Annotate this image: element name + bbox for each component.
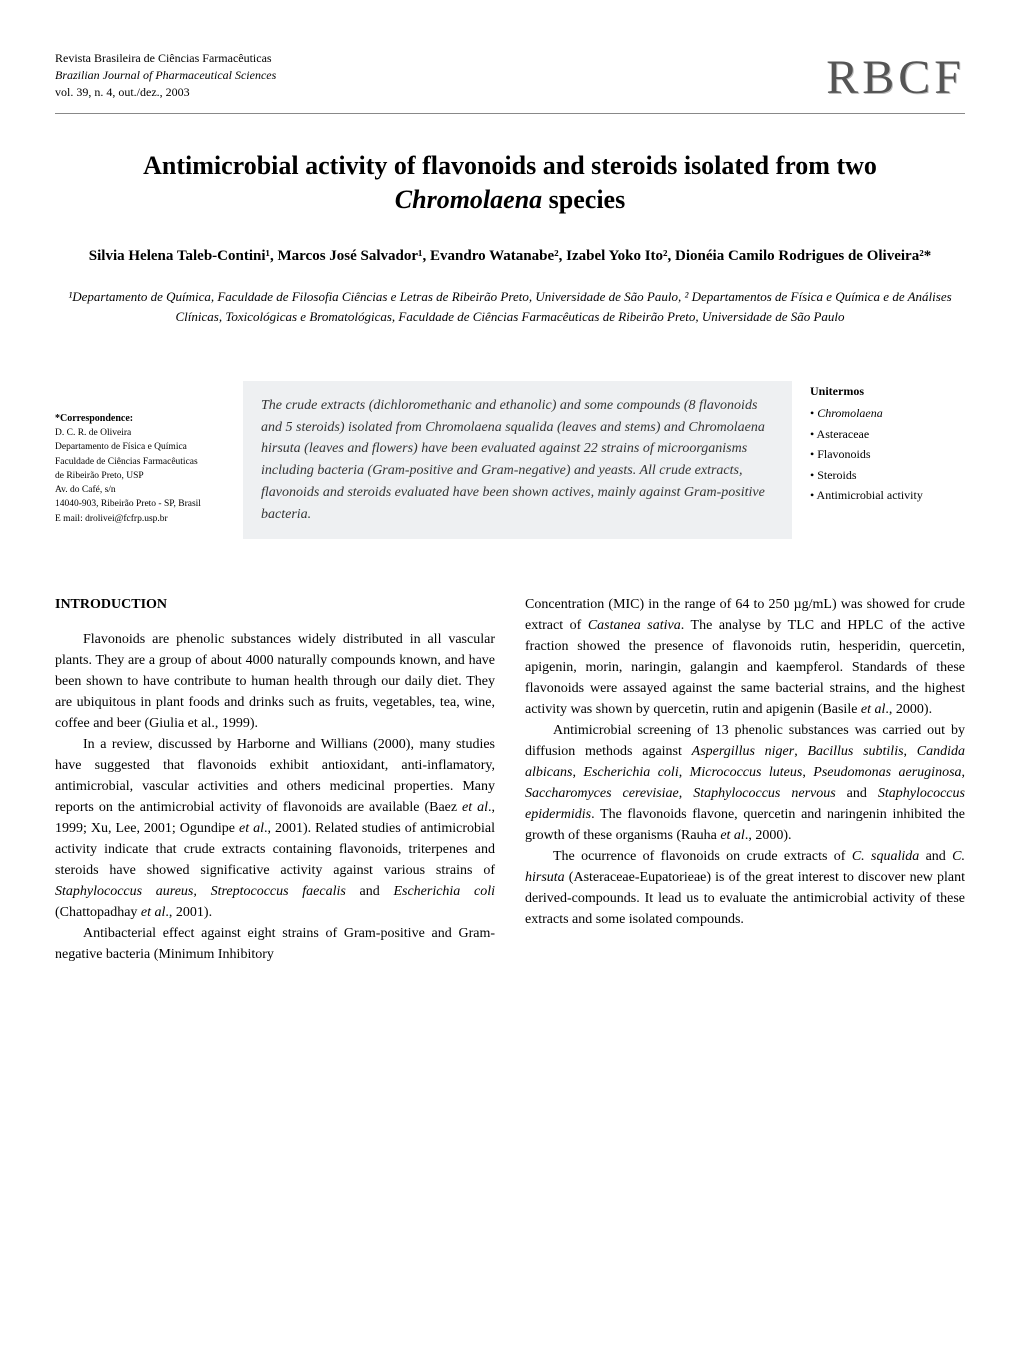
paragraph: In a review, discussed by Harborne and W… <box>55 734 495 923</box>
corr-univ: de Ribeirão Preto, USP <box>55 469 225 483</box>
corr-city: 14040-903, Ribeirão Preto - SP, Brasil <box>55 497 225 511</box>
keyword-item: • Steroids <box>810 465 965 485</box>
corr-dept: Departamento de Física e Química <box>55 440 225 454</box>
keyword-item: • Flavonoids <box>810 444 965 464</box>
paragraph: Antibacterial effect against eight strai… <box>55 923 495 965</box>
abstract-section: *Correspondence: D. C. R. de Oliveira De… <box>55 381 965 539</box>
correspondence-label: *Correspondence: <box>55 411 225 426</box>
paragraph: Antimicrobial screening of 13 phenolic s… <box>525 720 965 846</box>
paragraph: Concentration (MIC) in the range of 64 t… <box>525 594 965 720</box>
keyword-item: • Antimicrobial activity <box>810 485 965 505</box>
left-column: INTRODUCTION Flavonoids are phenolic sub… <box>55 594 495 965</box>
abstract-text: The crude extracts (dichloromethanic and… <box>243 381 792 539</box>
journal-info: Revista Brasileira de Ciências Farmacêut… <box>55 50 276 100</box>
page-header: Revista Brasileira de Ciências Farmacêut… <box>55 50 965 114</box>
paragraph: Flavonoids are phenolic substances widel… <box>55 629 495 734</box>
body-columns: INTRODUCTION Flavonoids are phenolic sub… <box>55 594 965 965</box>
corr-name: D. C. R. de Oliveira <box>55 426 225 440</box>
article-title: Antimicrobial activity of flavonoids and… <box>55 149 965 217</box>
authors: Silvia Helena Taleb-Contini¹, Marcos Jos… <box>55 245 965 268</box>
keyword-item: • Asteraceae <box>810 424 965 444</box>
right-column: Concentration (MIC) in the range of 64 t… <box>525 594 965 965</box>
affiliations: ¹Departamento de Química, Faculdade de F… <box>55 287 965 326</box>
keywords-label: Unitermos <box>810 381 965 401</box>
correspondence-block: *Correspondence: D. C. R. de Oliveira De… <box>55 381 225 526</box>
journal-name-pt: Revista Brasileira de Ciências Farmacêut… <box>55 50 276 67</box>
corr-faculty: Faculdade de Ciências Farmacêuticas <box>55 455 225 469</box>
keywords-block: Unitermos • Chromolaena • Asteraceae • F… <box>810 381 965 505</box>
corr-email: E mail: drolivei@fcfrp.usp.br <box>55 512 225 526</box>
keyword-item: • Chromolaena <box>810 403 965 423</box>
section-heading: INTRODUCTION <box>55 594 495 615</box>
title-line1: Antimicrobial activity of flavonoids and… <box>143 151 877 180</box>
paragraph: The ocurrence of flavonoids on crude ext… <box>525 846 965 930</box>
journal-name-en: Brazilian Journal of Pharmaceutical Scie… <box>55 67 276 84</box>
title-rest: species <box>542 185 625 214</box>
title-genus: Chromolaena <box>395 185 542 214</box>
journal-volume: vol. 39, n. 4, out./dez., 2003 <box>55 84 276 101</box>
corr-street: Av. do Café, s/n <box>55 483 225 497</box>
journal-logo: RBCF <box>826 50 965 105</box>
